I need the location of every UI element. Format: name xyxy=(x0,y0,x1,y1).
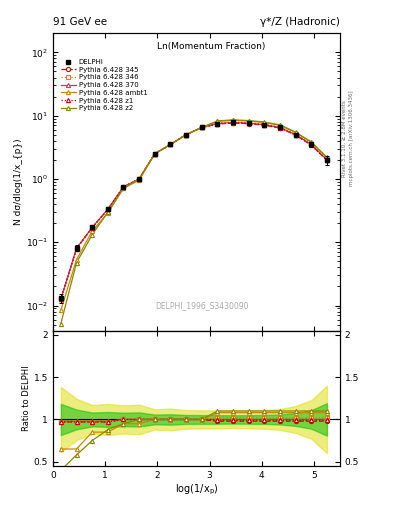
Y-axis label: Ratio to DELPHI: Ratio to DELPHI xyxy=(22,366,31,431)
Text: DELPHI_1996_S3430090: DELPHI_1996_S3430090 xyxy=(156,301,249,310)
Y-axis label: N dσ/dlog(1/x_{p}): N dσ/dlog(1/x_{p}) xyxy=(14,139,23,225)
Text: Rivet 3.1.10, ≥ 2.8M events: Rivet 3.1.10, ≥ 2.8M events xyxy=(342,100,346,177)
Legend: DELPHI, Pythia 6.428 345, Pythia 6.428 346, Pythia 6.428 370, Pythia 6.428 ambt1: DELPHI, Pythia 6.428 345, Pythia 6.428 3… xyxy=(59,57,149,113)
Text: Ln(Momentum Fraction): Ln(Momentum Fraction) xyxy=(157,42,265,51)
Text: mcplots.cern.ch [arXiv:1306.3436]: mcplots.cern.ch [arXiv:1306.3436] xyxy=(349,91,354,186)
Text: γ*/Z (Hadronic): γ*/Z (Hadronic) xyxy=(260,17,340,27)
X-axis label: log(1/x$_\mathregular{p}$): log(1/x$_\mathregular{p}$) xyxy=(175,482,218,497)
Text: 91 GeV ee: 91 GeV ee xyxy=(53,17,107,27)
